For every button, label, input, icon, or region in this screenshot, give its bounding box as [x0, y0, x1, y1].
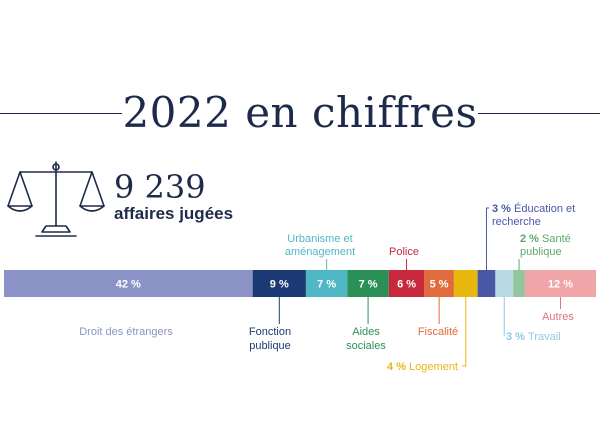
bar-segment-logement [453, 270, 478, 297]
category-label-travail: 3 % Travail [506, 331, 561, 343]
category-label-aides-sociales: sociales [346, 340, 386, 352]
bar-segment-travail [495, 270, 514, 297]
category-label-aides-sociales: Aides [352, 326, 380, 338]
bar-segment-fonction-publique [252, 270, 306, 297]
segment-value-label: 6 % [397, 279, 416, 291]
bar-segment-education-et-recherche [477, 270, 496, 297]
bar-segment-droit-des-etrangers [4, 270, 253, 297]
category-label-fonction-publique: publique [249, 340, 291, 352]
category-label-police: Police [389, 246, 419, 258]
leader-line [462, 297, 467, 367]
category-label-fiscalite: Fiscalité [418, 326, 458, 338]
segment-value-label: 7 % [317, 279, 336, 291]
category-label-urbanisme-et-amenagement: aménagement [285, 246, 355, 258]
segment-value-label: 9 % [270, 279, 289, 291]
category-label-droit-des-etrangers: Droit des étrangers [79, 326, 173, 338]
title-rule-right [478, 113, 600, 114]
bar-segment-aides-sociales [347, 270, 389, 297]
category-label-sante-publique: publique [520, 246, 562, 258]
category-label-autres: Autres [542, 311, 574, 323]
category-label-education-et-recherche: recherche [492, 216, 541, 228]
segment-value-label: 5 % [430, 279, 449, 291]
bar-segment-sante-publique [513, 270, 525, 297]
leader-line [485, 207, 489, 270]
category-label-sante-publique: 2 % Santé [520, 233, 571, 245]
category-label-urbanisme-et-amenagement: Urbanisme et [287, 233, 352, 245]
title-rule-left [0, 113, 122, 114]
category-label-logement: 4 % Logement [387, 361, 458, 373]
segment-value-label: 42 % [116, 279, 141, 291]
category-label-education-et-recherche: 3 % Éducation et [492, 202, 575, 215]
bar-segment-autres [524, 270, 596, 297]
scale-of-justice-icon [7, 161, 105, 237]
bar-segment-urbanisme-et-amenagement [305, 270, 348, 297]
category-label-fonction-publique: Fonction [249, 326, 291, 338]
bar-segment-fiscalite [424, 270, 454, 297]
stat-label: affaires jugées [114, 204, 234, 223]
bar-segment-police [388, 270, 425, 297]
segment-value-label: 12 % [548, 279, 573, 291]
stat-number: 9 239 [114, 168, 206, 206]
segment-value-label: 7 % [359, 279, 378, 291]
page-title: 2022 en chiffres [122, 88, 478, 137]
